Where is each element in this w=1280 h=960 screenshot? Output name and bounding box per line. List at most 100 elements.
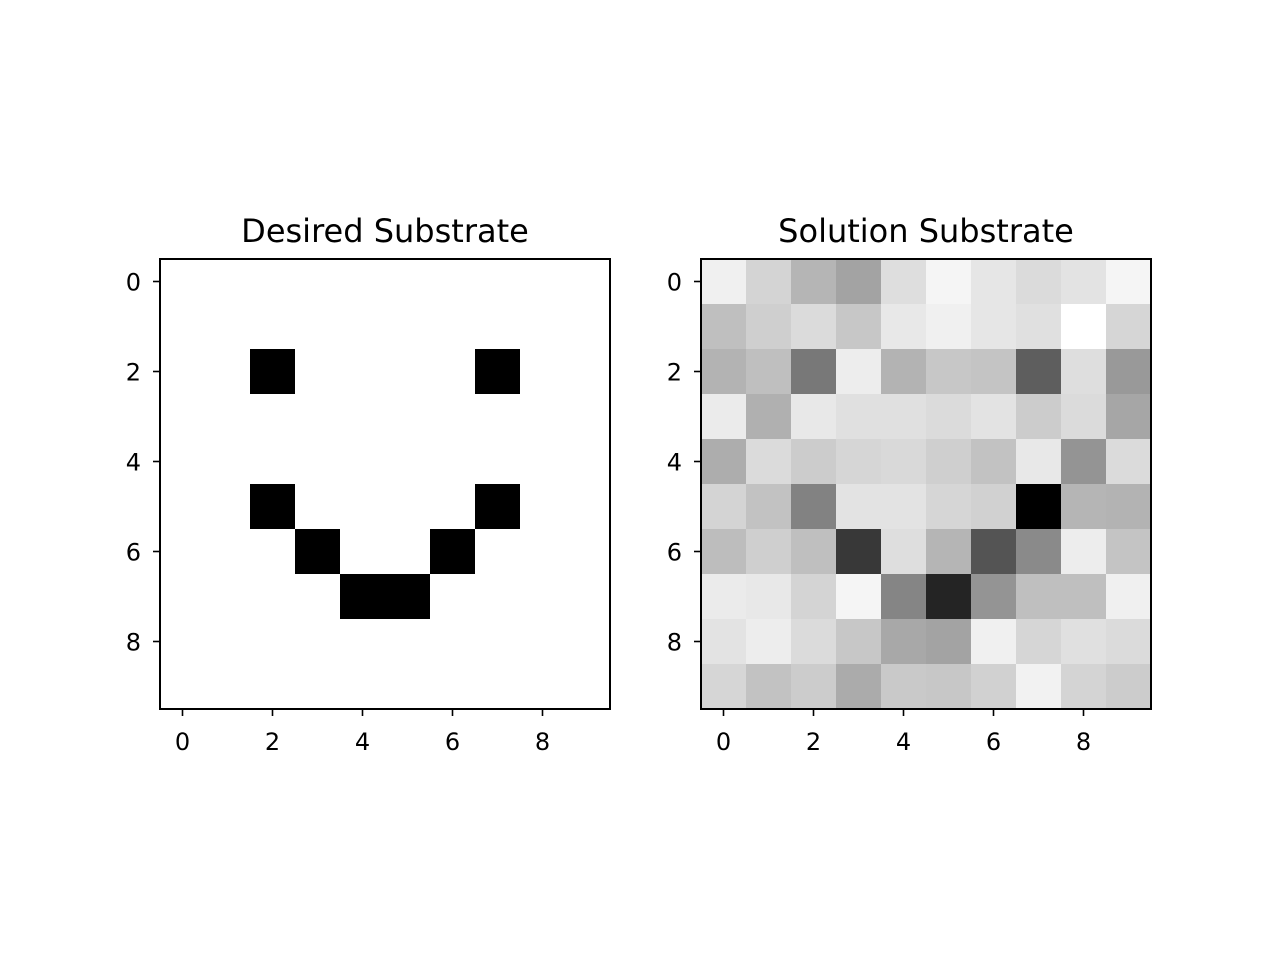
solution-substrate-cell <box>1016 394 1062 440</box>
solution-substrate-cell <box>701 349 747 395</box>
solution-substrate-cell <box>1106 259 1152 305</box>
desired-substrate-cell <box>295 484 341 530</box>
solution-substrate-cell <box>701 439 747 485</box>
desired-substrate-cell <box>295 619 341 665</box>
desired-substrate-cell <box>205 529 251 575</box>
solution-substrate-cell <box>746 304 792 350</box>
desired-substrate-cell <box>385 439 431 485</box>
desired-substrate-cell <box>565 484 611 530</box>
desired-substrate-cell <box>430 349 476 395</box>
desired-substrate-cell <box>160 664 206 710</box>
desired-substrate-cell <box>430 394 476 440</box>
desired-substrate-x-tick-label: 4 <box>355 728 370 756</box>
solution-substrate-cell <box>701 664 747 710</box>
desired-substrate-cell <box>295 574 341 620</box>
desired-substrate-cell <box>205 259 251 305</box>
solution-substrate-cell <box>791 574 837 620</box>
solution-substrate-cell <box>1016 619 1062 665</box>
solution-substrate-cell <box>1016 484 1062 530</box>
desired-substrate-cell <box>430 259 476 305</box>
solution-substrate-cell <box>836 349 882 395</box>
desired-substrate-cell <box>295 304 341 350</box>
solution-substrate-cell <box>1106 664 1152 710</box>
desired-substrate-cell <box>340 259 386 305</box>
desired-substrate-cell <box>520 484 566 530</box>
desired-substrate-cell <box>160 619 206 665</box>
solution-substrate-cell <box>836 394 882 440</box>
solution-substrate-cell <box>1106 619 1152 665</box>
desired-substrate-cell <box>520 259 566 305</box>
solution-substrate-cell <box>791 259 837 305</box>
solution-substrate-cell <box>926 574 972 620</box>
desired-substrate-cell <box>295 259 341 305</box>
desired-substrate-cell <box>520 349 566 395</box>
solution-substrate-cell <box>791 304 837 350</box>
desired-substrate-cell <box>385 664 431 710</box>
desired-substrate-cell <box>385 349 431 395</box>
desired-substrate-cell <box>250 664 296 710</box>
desired-substrate-x-tick-label: 6 <box>445 728 460 756</box>
desired-substrate-cell <box>385 574 431 620</box>
desired-substrate-x-tick-label: 2 <box>265 728 280 756</box>
desired-substrate-cell <box>430 484 476 530</box>
solution-substrate-x-tick-label: 8 <box>1076 728 1091 756</box>
solution-substrate-cell <box>1016 439 1062 485</box>
desired-substrate-cell <box>295 529 341 575</box>
desired-substrate-cell <box>565 529 611 575</box>
desired-substrate-cell <box>520 394 566 440</box>
solution-substrate-cell <box>746 529 792 575</box>
desired-substrate-cell <box>160 439 206 485</box>
solution-substrate-cell <box>1016 349 1062 395</box>
solution-substrate-y-tick-label: 4 <box>667 449 682 477</box>
desired-substrate-cell <box>205 484 251 530</box>
desired-substrate-y-tick-label: 8 <box>126 629 141 657</box>
solution-substrate-cell <box>1061 304 1107 350</box>
solution-substrate-y-tick-label: 0 <box>667 269 682 297</box>
desired-substrate-cell <box>565 394 611 440</box>
desired-substrate-y-tick-label: 0 <box>126 269 141 297</box>
desired-substrate-cell <box>520 619 566 665</box>
solution-substrate-cell <box>926 439 972 485</box>
solution-substrate-cell <box>926 619 972 665</box>
solution-substrate-cell <box>926 349 972 395</box>
solution-substrate-x-tick-label: 0 <box>716 728 731 756</box>
solution-substrate-cell <box>1016 259 1062 305</box>
solution-substrate-x-tick-label: 2 <box>806 728 821 756</box>
solution-substrate-cell <box>881 349 927 395</box>
desired-substrate-cell <box>295 439 341 485</box>
solution-substrate-x-tick-label: 6 <box>986 728 1001 756</box>
desired-substrate-cell <box>430 304 476 350</box>
desired-substrate-panel: Desired Substrate 0 2 4 6 8 0 2 4 6 8 <box>126 212 611 756</box>
desired-substrate-cell <box>565 259 611 305</box>
solution-substrate-cell <box>1106 529 1152 575</box>
solution-substrate-cell <box>1061 619 1107 665</box>
solution-substrate-cell <box>701 484 747 530</box>
desired-substrate-cell <box>340 619 386 665</box>
solution-substrate-cell <box>1016 574 1062 620</box>
desired-substrate-cell <box>205 664 251 710</box>
desired-substrate-x-tick-label: 0 <box>175 728 190 756</box>
desired-substrate-cell <box>430 574 476 620</box>
solution-substrate-cell <box>1061 664 1107 710</box>
desired-substrate-cell <box>250 574 296 620</box>
desired-substrate-cell <box>385 259 431 305</box>
desired-substrate-cell <box>340 304 386 350</box>
solution-substrate-cell <box>971 664 1017 710</box>
solution-substrate-cell <box>926 304 972 350</box>
solution-substrate-cell <box>836 574 882 620</box>
desired-substrate-cell <box>250 394 296 440</box>
desired-substrate-cell <box>340 664 386 710</box>
desired-substrate-cell <box>160 304 206 350</box>
solution-substrate-cell <box>971 619 1017 665</box>
desired-substrate-cell <box>385 484 431 530</box>
desired-substrate-cell <box>295 394 341 440</box>
solution-substrate-cell <box>836 484 882 530</box>
desired-substrate-cell <box>475 664 521 710</box>
solution-substrate-cell <box>746 439 792 485</box>
solution-substrate-cell <box>971 304 1017 350</box>
solution-substrate-cell <box>1106 439 1152 485</box>
desired-substrate-cell <box>385 619 431 665</box>
desired-substrate-cell <box>250 484 296 530</box>
solution-substrate-cell <box>971 529 1017 575</box>
